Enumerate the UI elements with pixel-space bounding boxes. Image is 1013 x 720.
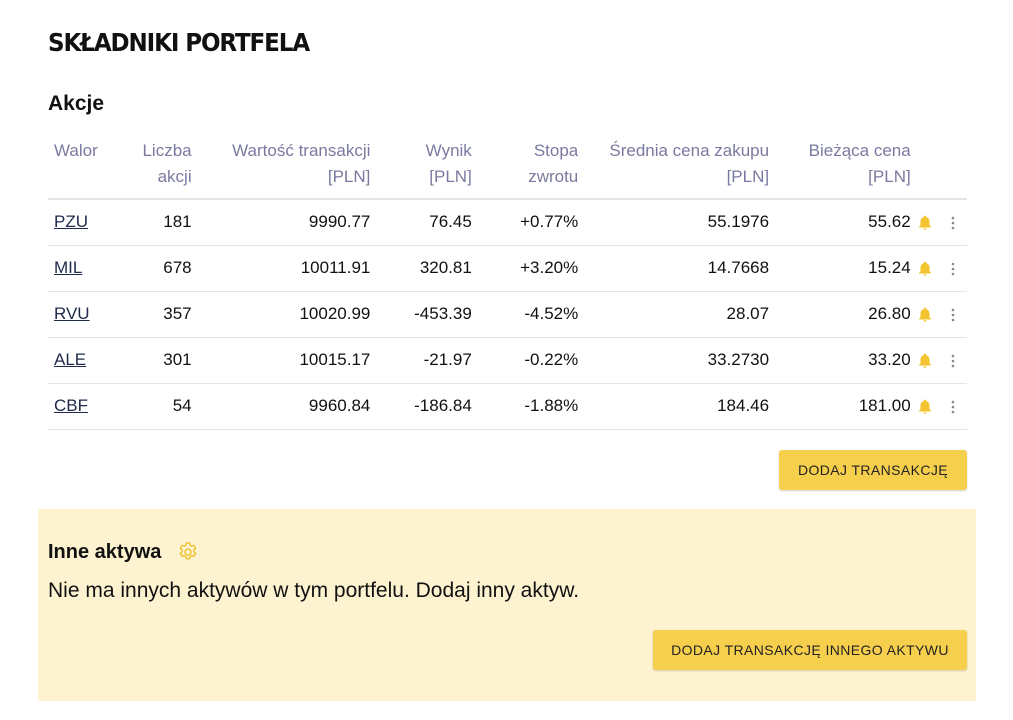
header-srednia-label-2: [PLN] [726,167,770,186]
header-wartosc: Wartość transakcji [PLN] [191,132,371,200]
cell-result: 76.45 [370,199,472,246]
bell-icon[interactable] [916,398,934,416]
cell-shares: 678 [118,245,192,292]
cell-alert [910,337,939,384]
cell-value: 10011.91 [191,245,371,292]
kebab-menu-icon[interactable] [951,400,955,414]
cell-value: 10015.17 [191,337,371,384]
gear-icon[interactable] [176,540,200,564]
cell-ticker: MIL [48,245,119,292]
cell-alert [910,291,939,338]
stocks-section-title: Akcje [48,92,105,115]
cell-alert [910,383,939,430]
other-assets-empty-text: Nie ma innych aktywów w tym portfelu. Do… [48,579,580,602]
header-wynik: Wynik [PLN] [370,132,472,200]
header-liczba-label-2: akcji [157,167,192,186]
ticker-link[interactable]: ALE [54,350,87,369]
cell-result: -21.97 [370,337,472,384]
cell-shares: 54 [118,383,192,430]
header-wartosc-label-2: [PLN] [327,167,371,186]
cell-value: 9960.84 [191,383,371,430]
cell-return: +3.20% [471,245,579,292]
cell-menu [938,199,967,246]
cell-ticker: ALE [48,337,119,384]
page-title: SKŁADNIKI PORTFELA [48,28,310,57]
cell-shares: 301 [118,337,192,384]
header-liczba-label-1: Liczba [142,141,192,160]
cell-ticker: CBF [48,383,119,430]
header-menu-col [938,132,967,200]
cell-current-price: 55.62 [769,199,911,246]
header-wynik-label-1: Wynik [425,141,472,160]
cell-result: -453.39 [370,291,472,338]
table-row: ALE 301 10015.17 -21.97 -0.22% 33.2730 3… [48,337,967,384]
cell-shares: 357 [118,291,192,338]
header-stopa: Stopa zwrotu [471,132,579,200]
header-walor: Walor [48,132,119,200]
kebab-menu-icon[interactable] [951,216,955,230]
cell-value: 9990.77 [191,199,371,246]
cell-ticker: RVU [48,291,119,338]
cell-current-price: 26.80 [769,291,911,338]
table-row: MIL 678 10011.91 320.81 +3.20% 14.7668 1… [48,245,967,292]
add-transaction-button[interactable]: DODAJ TRANSAKCJĘ [779,450,967,490]
cell-menu [938,337,967,384]
cell-current-price: 181.00 [769,383,911,430]
kebab-menu-icon[interactable] [951,262,955,276]
header-wartosc-label-1: Wartość transakcji [232,141,371,160]
cell-result: -186.84 [370,383,472,430]
header-srednia: Średnia cena zakupu [PLN] [578,132,770,200]
header-row: Walor Liczba akcji Wartość transakcji [P… [48,132,967,200]
cell-alert [910,199,939,246]
kebab-menu-icon[interactable] [951,308,955,322]
cell-menu [938,291,967,338]
cell-result: 320.81 [370,245,472,292]
table-row: PZU 181 9990.77 76.45 +0.77% 55.1976 55.… [48,199,967,246]
other-assets-title: Inne aktywa [48,541,162,563]
header-stopa-label-2: zwrotu [528,167,579,186]
header-srednia-label-1: Średnia cena zakupu [609,141,770,160]
ticker-link[interactable]: CBF [54,396,88,415]
header-biezaca: Bieżąca cena [PLN] [769,132,911,200]
cell-menu [938,383,967,430]
cell-return: -0.22% [471,337,579,384]
other-assets-panel: Inne aktywa Nie ma innych aktywów w tym … [38,509,976,701]
header-stopa-label-1: Stopa [533,141,579,160]
bell-icon[interactable] [916,306,934,324]
cell-ticker: PZU [48,199,119,246]
header-biezaca-label-2: [PLN] [868,167,911,186]
add-other-asset-transaction-button[interactable]: DODAJ TRANSAKCJĘ INNEGO AKTYWU [653,630,967,670]
ticker-link[interactable]: RVU [54,304,90,323]
cell-current-price: 33.20 [769,337,911,384]
table-row: RVU 357 10020.99 -453.39 -4.52% 28.07 26… [48,291,967,338]
cell-avg-price: 14.7668 [578,245,770,292]
cell-return: -1.88% [471,383,579,430]
holdings-table-body: PZU 181 9990.77 76.45 +0.77% 55.1976 55.… [48,199,967,430]
cell-avg-price: 55.1976 [578,199,770,246]
ticker-link[interactable]: MIL [54,258,83,277]
header-wynik-label-2: [PLN] [429,167,472,186]
cell-avg-price: 28.07 [578,291,770,338]
header-alert-col [910,132,939,200]
table-row: CBF 54 9960.84 -186.84 -1.88% 184.46 181… [48,383,967,430]
bell-icon[interactable] [916,214,934,232]
cell-return: -4.52% [471,291,579,338]
header-walor-label: Walor [54,141,98,160]
cell-menu [938,245,967,292]
cell-current-price: 15.24 [769,245,911,292]
header-biezaca-label-1: Bieżąca cena [808,141,911,160]
header-liczba: Liczba akcji [118,132,192,200]
cell-shares: 181 [118,199,192,246]
holdings-table-header: Walor Liczba akcji Wartość transakcji [P… [48,132,967,200]
bell-icon[interactable] [916,352,934,370]
cell-avg-price: 184.46 [578,383,770,430]
cell-return: +0.77% [471,199,579,246]
ticker-link[interactable]: PZU [54,212,88,232]
bell-icon[interactable] [916,260,934,278]
cell-alert [910,245,939,292]
cell-avg-price: 33.2730 [578,337,770,384]
holdings-table: Walor Liczba akcji Wartość transakcji [P… [48,132,967,430]
kebab-menu-icon[interactable] [951,354,955,368]
cell-value: 10020.99 [191,291,371,338]
